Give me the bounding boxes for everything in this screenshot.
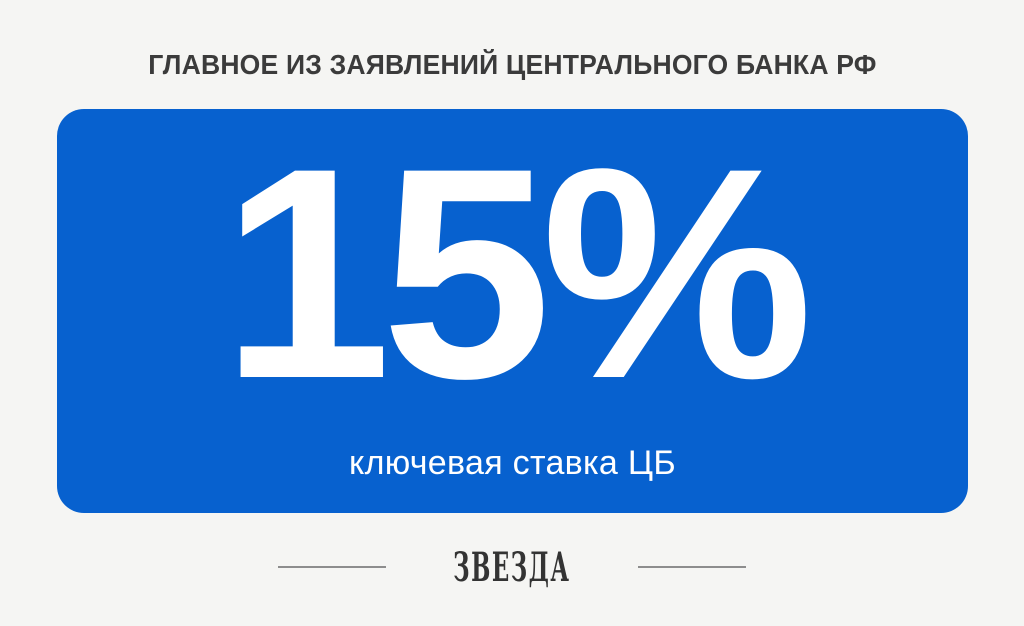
divider-rule-left <box>278 566 387 568</box>
brand-footer: ЗВЕЗДА <box>0 543 1024 591</box>
key-rate-card: 15% ключевая ставка ЦБ <box>57 109 968 513</box>
key-rate-caption: ключевая ставка ЦБ <box>349 444 676 482</box>
page-title: ГЛАВНОЕ ИЗ ЗАЯВЛЕНИЙ ЦЕНТРАЛЬНОГО БАНКА … <box>147 49 877 80</box>
divider-rule-right <box>637 566 746 568</box>
brand-logo: ЗВЕЗДА <box>453 542 571 591</box>
key-rate-value: 15% <box>221 105 814 441</box>
